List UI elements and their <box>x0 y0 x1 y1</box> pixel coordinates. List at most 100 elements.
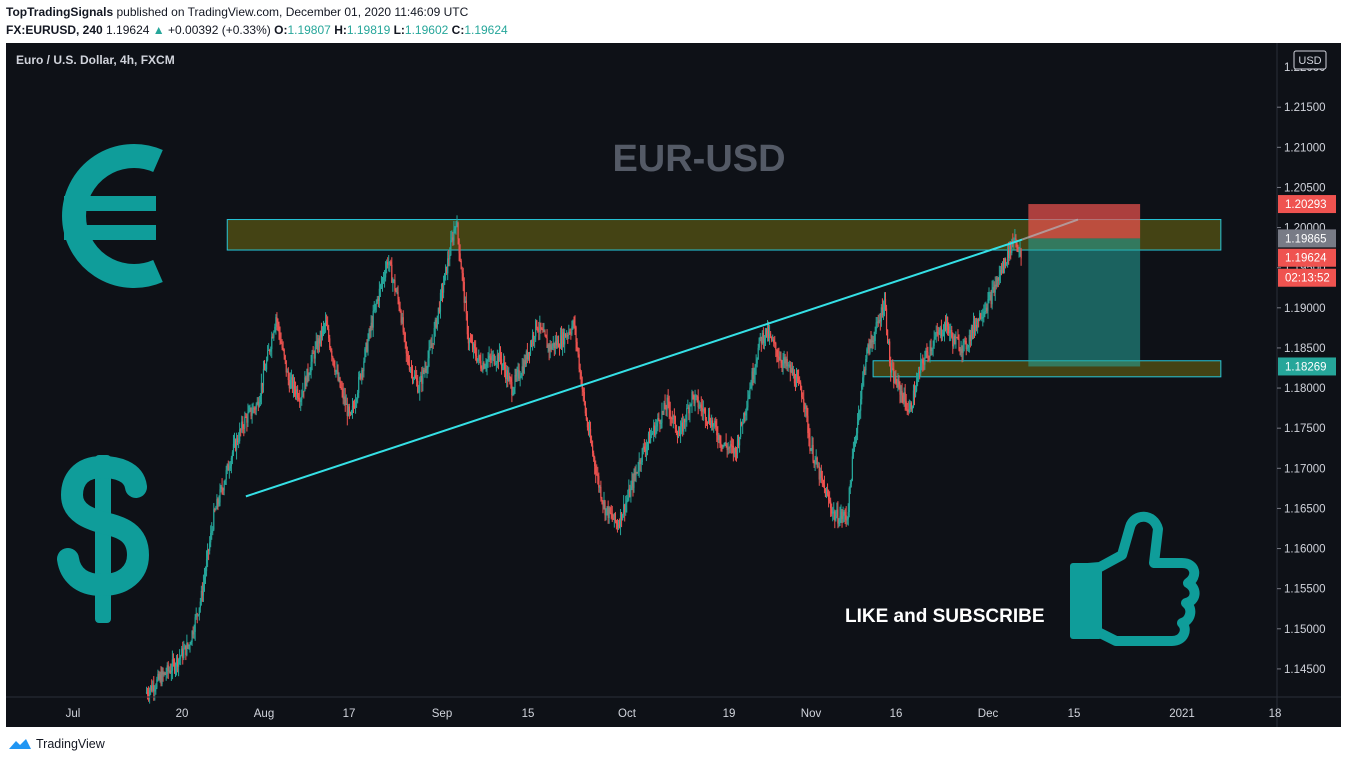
candle-body-156 <box>306 368 308 387</box>
candle-body-635 <box>802 397 804 399</box>
candle-body-298 <box>453 229 455 241</box>
candle-body-761 <box>932 345 934 348</box>
candle-body-723 <box>893 369 895 384</box>
candle-body-371 <box>528 352 531 354</box>
candle-body-782 <box>954 335 956 345</box>
candle-body-645 <box>812 444 814 462</box>
candle-body-554 <box>718 435 720 441</box>
candle-body-625 <box>791 367 793 375</box>
candle-body-592 <box>757 347 759 360</box>
candle-body-184 <box>335 370 337 372</box>
candle-body-83 <box>230 458 232 467</box>
candle-body-307 <box>462 273 464 282</box>
candle-body-249 <box>402 317 404 333</box>
candle-body-129 <box>278 324 280 333</box>
candle-body-187 <box>338 377 340 381</box>
candle-body-648 <box>815 457 817 460</box>
chart-title: EUR-USD <box>612 138 785 180</box>
candle-body-51 <box>197 614 199 616</box>
candle-body-231 <box>383 277 386 279</box>
candle-body-757 <box>928 355 930 357</box>
candle-body-408 <box>567 335 569 337</box>
candle-body-275 <box>429 346 431 349</box>
candle-body-311 <box>466 313 468 335</box>
tradingview-brand[interactable]: TradingView <box>8 737 105 751</box>
candle-body-452 <box>612 517 614 520</box>
candle-body-285 <box>439 292 442 312</box>
candle-body-607 <box>773 339 775 343</box>
candle-body-665 <box>833 511 835 513</box>
candle-body-316 <box>471 341 474 350</box>
candle-body-386 <box>544 331 546 336</box>
candle-body-435 <box>595 466 597 474</box>
candle-body-295 <box>450 240 452 256</box>
candle-body-303 <box>458 238 460 254</box>
chart-frame[interactable]: Euro / U.S. Dollar, 4h, FXCM EUR-USD LIK… <box>6 43 1341 727</box>
candle-body-496 <box>658 417 660 421</box>
candle-body-245 <box>398 299 400 308</box>
candle-body-560 <box>724 442 726 445</box>
candle-body-633 <box>800 382 802 390</box>
candle-body-328 <box>484 366 486 369</box>
price-axis[interactable]: 1.14500 1.15000 1.15500 1.16000 1.16500 1.170… <box>1276 43 1336 727</box>
candle-body-639 <box>806 405 808 416</box>
candle-body-89 <box>237 438 239 443</box>
candle-body-798 <box>970 327 973 341</box>
thumbs-up-icon[interactable] <box>1070 511 1200 646</box>
candle-body-294 <box>449 255 451 260</box>
candle-body-397 <box>555 341 557 346</box>
candle-body-597 <box>762 332 764 344</box>
candle-body-732 <box>902 395 904 403</box>
candle-body-741 <box>911 407 914 410</box>
time-tick-label: Dec <box>978 708 999 720</box>
like-subscribe-text[interactable]: LIKE and SUBSCRIBE <box>845 606 1045 627</box>
candle-body-74 <box>221 486 223 490</box>
candle-body-486 <box>647 433 650 443</box>
candle-body-158 <box>308 374 310 377</box>
time-axis[interactable]: Jul 20 Aug 17 Sep 15 Oct 19 Nov 16 Dec 15 2021 18 <box>6 696 1341 720</box>
candle-body-744 <box>914 390 917 397</box>
candle-body-176 <box>327 325 329 330</box>
candle-body-120 <box>269 349 271 352</box>
candle-body-523 <box>686 408 688 421</box>
candle-body-780 <box>952 336 954 347</box>
candle-body-140 <box>289 379 291 389</box>
candle-body-59 <box>205 559 208 572</box>
candle-body-354 <box>511 381 513 396</box>
candle-body-561 <box>725 442 727 447</box>
candle-body-507 <box>669 410 671 418</box>
candle-body-725 <box>895 375 897 384</box>
candle-body-611 <box>777 356 779 358</box>
candle-body-279 <box>433 327 435 344</box>
candle-body-696 <box>865 358 867 371</box>
candle-body-149 <box>299 399 301 402</box>
candle-body-474 <box>635 471 637 476</box>
candle-body-813 <box>986 307 988 311</box>
plot-area[interactable] <box>145 204 1222 704</box>
candle-body-552 <box>716 426 718 436</box>
candle-body-342 <box>498 349 501 362</box>
candle-body-235 <box>388 264 390 266</box>
candle-body-598 <box>763 338 766 344</box>
currency-badge[interactable]: USD <box>1293 50 1327 70</box>
candle-body-525 <box>688 407 690 414</box>
candle-body-20 <box>165 674 167 676</box>
candle-body-824 <box>997 277 999 281</box>
candle-body-583 <box>748 394 750 400</box>
candle-body-445 <box>605 508 607 516</box>
candle-body-330 <box>486 361 488 367</box>
candle-body-530 <box>693 395 695 404</box>
candle-body-389 <box>547 344 549 348</box>
candle-body-686 <box>854 437 857 442</box>
author-name[interactable]: TopTradingSignals <box>6 5 114 19</box>
candle-body-600 <box>765 328 768 335</box>
candle-body-543 <box>706 421 709 423</box>
price-chart[interactable]: Euro / U.S. Dollar, 4h, FXCM EUR-USD LIK… <box>6 43 1341 727</box>
candle-body-166 <box>316 341 318 350</box>
candle-body-400 <box>558 347 561 349</box>
candle-body-762 <box>933 339 935 346</box>
candle-body-57 <box>203 577 206 584</box>
candle-body-794 <box>966 347 968 350</box>
candle-body-296 <box>451 237 453 241</box>
candle-body-178 <box>329 338 331 348</box>
